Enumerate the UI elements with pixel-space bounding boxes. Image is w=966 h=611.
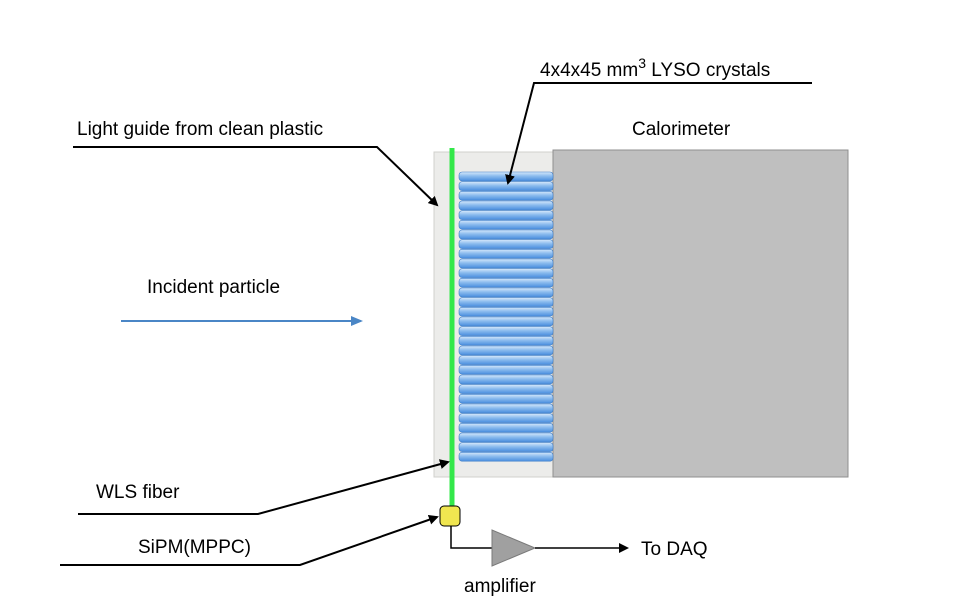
lyso-crystal	[458, 191, 554, 201]
lyso-crystal	[458, 278, 554, 288]
lyso-crystal	[458, 403, 554, 414]
lyso-crystal-stack	[458, 171, 554, 462]
lyso-crystal	[458, 249, 554, 259]
lyso-crystal	[458, 374, 554, 385]
wls-fiber-leader-line	[78, 459, 450, 515]
sipm-label: SiPM(MPPC)	[138, 537, 251, 558]
lyso-crystal	[458, 297, 554, 307]
calorimeter-label: Calorimeter	[632, 119, 731, 140]
light-guide-leader-line	[73, 146, 439, 207]
lyso-crystal	[458, 268, 554, 278]
lyso-crystal	[458, 384, 554, 394]
lyso-crystal	[458, 229, 554, 240]
lyso-crystal	[458, 423, 554, 433]
lyso-crystal	[458, 442, 554, 452]
incident-particle-label: Incident particle	[147, 277, 280, 298]
to-daq-label: To DAQ	[641, 539, 708, 560]
lyso-crystal	[458, 210, 554, 220]
lyso-crystal	[458, 316, 554, 327]
amplifier-triangle	[491, 529, 537, 567]
lyso-crystal	[458, 365, 554, 375]
lyso-crystal	[458, 355, 554, 365]
light-guide-label: Light guide from clean plastic	[77, 119, 323, 140]
calorimeter-block	[552, 149, 849, 478]
lyso-crystal	[458, 220, 554, 230]
lyso-crystal	[458, 432, 554, 443]
sipm-leader-line	[60, 514, 439, 566]
sipm-box	[439, 505, 461, 527]
lyso-crystal	[458, 287, 554, 298]
lyso-crystal	[458, 171, 554, 182]
lyso-crystal	[458, 452, 554, 462]
lyso-crystal	[458, 345, 554, 356]
lyso-crystal	[458, 181, 554, 191]
lyso-crystal	[458, 239, 554, 249]
crystals-leader-line	[505, 82, 812, 185]
sipm-to-amplifier-wire	[450, 526, 492, 549]
wls-fiber-label: WLS fiber	[96, 482, 180, 503]
lyso-crystal	[458, 258, 554, 269]
lyso-crystal	[458, 413, 554, 423]
crystals-label: 4x4x45 mm3 LYSO crystals	[540, 55, 770, 81]
amplifier-label: amplifier	[464, 576, 536, 597]
lyso-crystal	[458, 200, 554, 211]
lyso-crystal	[458, 336, 554, 346]
lyso-crystal	[458, 307, 554, 317]
lyso-crystal	[458, 394, 554, 404]
lyso-crystal	[458, 326, 554, 336]
